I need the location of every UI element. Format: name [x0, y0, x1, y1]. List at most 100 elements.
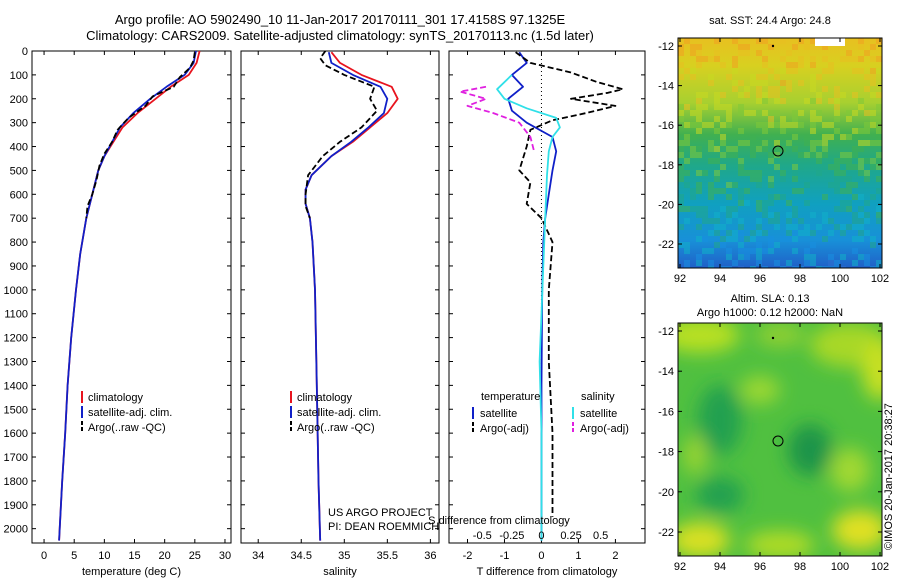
sst-pixel — [738, 110, 744, 116]
sla-map-anomalies — [678, 323, 882, 556]
sst-pixel — [678, 44, 684, 50]
x-tick-label: 34 — [252, 550, 264, 562]
map-x-tick-label: 98 — [794, 561, 806, 573]
sst-pixel — [792, 230, 798, 236]
series-line-3 — [459, 85, 535, 152]
sst-pixel — [822, 86, 828, 92]
sst-pixel — [714, 128, 720, 134]
y-tick-label: 1600 — [4, 428, 28, 440]
sst-pixel — [696, 182, 702, 188]
sst-pixel — [678, 164, 684, 170]
legend-label: Argo(-adj) — [580, 423, 629, 435]
sst-pixel — [858, 194, 864, 200]
sst-pixel — [756, 248, 762, 254]
sst-pixel — [876, 68, 882, 74]
legend-title-salinity: salinity — [581, 391, 615, 403]
sst-pixel — [858, 224, 864, 230]
s-tick-label: 0.25 — [560, 530, 581, 542]
sst-pixel — [732, 260, 738, 266]
sst-pixel — [738, 140, 744, 146]
sst-pixel — [762, 122, 768, 128]
sst-pixel — [708, 56, 714, 62]
sst-pixel — [762, 140, 768, 146]
sst-pixel — [870, 74, 876, 80]
sst-pixel — [696, 92, 702, 98]
sst-pixel — [714, 146, 720, 152]
sst-pixel — [726, 248, 732, 254]
sst-pixel — [810, 116, 816, 122]
sst-pixel — [774, 86, 780, 92]
sst-pixel — [834, 104, 840, 110]
sst-pixel — [762, 74, 768, 80]
sst-pixel — [720, 266, 726, 268]
sst-pixel — [738, 164, 744, 170]
sst-pixel — [690, 110, 696, 116]
sst-pixel — [750, 170, 756, 176]
sst-pixel — [870, 194, 876, 200]
sst-pixel — [732, 68, 738, 74]
sst-pixel — [696, 254, 702, 260]
sst-pixel — [852, 134, 858, 140]
sst-pixel — [702, 212, 708, 218]
sst-pixel — [816, 140, 822, 146]
sst-pixel — [684, 248, 690, 254]
map-x-tick-label: 96 — [754, 273, 766, 285]
sst-pixel — [810, 86, 816, 92]
sst-pixel — [780, 38, 786, 44]
sst-pixel — [768, 170, 774, 176]
sst-pixel — [744, 110, 750, 116]
sst-pixel — [684, 158, 690, 164]
sst-pixel — [864, 50, 870, 56]
sst-pixel — [756, 230, 762, 236]
sst-pixel — [834, 266, 840, 268]
sst-pixel — [876, 92, 882, 98]
sst-pixel — [876, 212, 882, 218]
sst-pixel — [678, 206, 684, 212]
sst-pixel — [852, 212, 858, 218]
sst-pixel — [822, 194, 828, 200]
legend-label: satellite — [480, 408, 517, 420]
sst-pixel — [840, 158, 846, 164]
sst-pixel — [684, 266, 690, 268]
sst-pixel — [858, 44, 864, 50]
x-tick-label: 15 — [128, 550, 140, 562]
sst-pixel — [744, 92, 750, 98]
sst-pixel — [768, 68, 774, 74]
sst-pixel — [714, 188, 720, 194]
sst-pixel — [738, 158, 744, 164]
sst-pixel — [738, 50, 744, 56]
sst-pixel — [756, 38, 762, 44]
sst-pixel — [726, 194, 732, 200]
sst-pixel — [792, 170, 798, 176]
sst-pixel — [726, 230, 732, 236]
sst-pixel — [822, 134, 828, 140]
sst-pixel — [708, 266, 714, 268]
sst-pixel — [780, 56, 786, 62]
sst-pixel — [762, 38, 768, 44]
sst-pixel — [822, 56, 828, 62]
sst-pixel — [750, 134, 756, 140]
sst-pixel — [732, 86, 738, 92]
sst-pixel — [708, 188, 714, 194]
sst-pixel — [876, 140, 882, 146]
sst-pixel — [858, 254, 864, 260]
sst-pixel — [708, 230, 714, 236]
figure-title-line2: Climatology: CARS2009. Satellite-adjuste… — [86, 28, 594, 43]
sst-pixel — [738, 194, 744, 200]
x-tick-label: 30 — [219, 550, 231, 562]
sst-pixel — [834, 158, 840, 164]
plot-frame — [240, 50, 440, 544]
sst-pixel — [828, 260, 834, 266]
sst-pixel — [762, 80, 768, 86]
sst-pixel — [738, 218, 744, 224]
sst-pixel — [852, 248, 858, 254]
sst-pixel — [750, 236, 756, 242]
sst-pixel — [738, 254, 744, 260]
sst-pixel — [696, 98, 702, 104]
x-tick-label: 36 — [424, 550, 436, 562]
sst-pixel — [840, 152, 846, 158]
sst-pixel — [696, 152, 702, 158]
map-x-tick-label: 98 — [794, 273, 806, 285]
sst-pixel — [840, 188, 846, 194]
